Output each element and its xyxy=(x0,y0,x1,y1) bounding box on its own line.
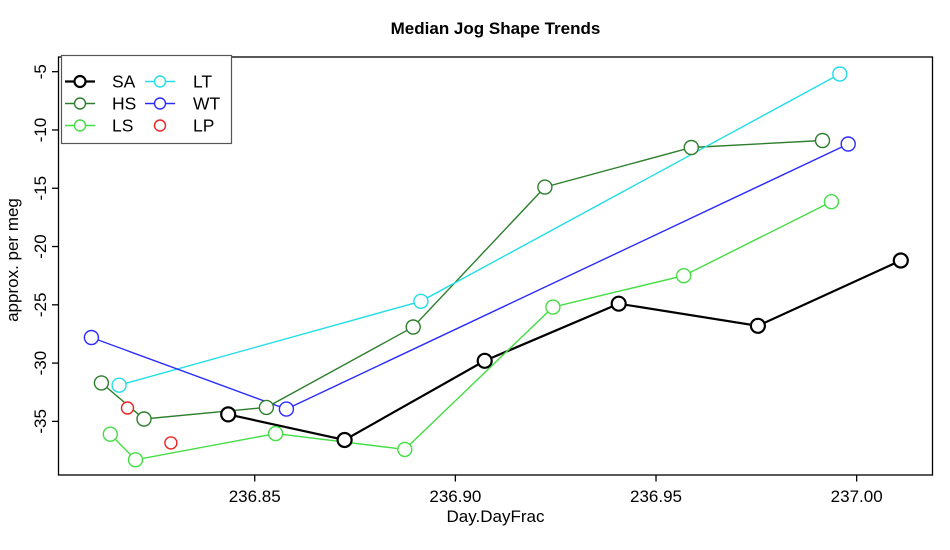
series-SA-marker xyxy=(892,252,909,269)
legend-label-WT: WT xyxy=(193,94,221,114)
legend-marker-LT xyxy=(153,75,167,88)
legend-label-HS: HS xyxy=(112,94,136,114)
y-tick-label: -20 xyxy=(31,234,50,259)
y-tick-label: -30 xyxy=(31,351,50,376)
series-HS-marker xyxy=(258,399,275,416)
legend-marker-SA xyxy=(73,74,87,89)
series-HS-marker xyxy=(814,132,831,149)
series-LT-marker xyxy=(413,293,429,309)
series-SA-marker xyxy=(749,317,767,334)
series-LS-marker xyxy=(397,441,413,458)
legend-marker-LP xyxy=(153,119,167,132)
y-tick-label: -5 xyxy=(31,64,50,79)
series-HS-marker xyxy=(683,139,699,156)
series-LT-marker xyxy=(832,66,848,82)
x-tick-label: 236.85 xyxy=(229,487,281,506)
x-tick-label: 237.00 xyxy=(831,487,883,506)
series-LP-marker xyxy=(164,436,178,450)
series-WT-marker xyxy=(840,136,856,152)
series-SA-line xyxy=(227,259,902,442)
y-tick-label: -10 xyxy=(31,118,50,143)
series-SA-marker xyxy=(610,295,627,312)
series-LS-marker xyxy=(102,426,119,442)
y-tick-label: -25 xyxy=(31,293,50,318)
x-tick-label: 236.90 xyxy=(429,487,481,506)
series-LS-marker xyxy=(267,425,284,442)
series-HS-marker xyxy=(93,375,110,391)
legend-marker-LS xyxy=(73,119,87,132)
series-HS-marker xyxy=(405,319,421,335)
legend-label-SA: SA xyxy=(112,72,136,92)
legend-marker-HS xyxy=(73,97,87,110)
x-tick-label: 236.95 xyxy=(630,487,682,506)
series-LT-marker xyxy=(111,377,127,393)
series-LS-marker xyxy=(823,193,840,210)
chart-title: Median Jog Shape Trends xyxy=(390,19,601,38)
series-SA-marker xyxy=(336,431,353,449)
series-WT-marker xyxy=(278,401,295,417)
series-SA-marker xyxy=(220,406,237,423)
series-LP-marker xyxy=(120,401,135,415)
series-HS-marker xyxy=(136,411,152,427)
legend-box xyxy=(60,54,233,145)
legend-marker-WT xyxy=(153,97,167,110)
y-axis-label: approx. per meg xyxy=(3,198,22,322)
legend-label-LS: LS xyxy=(112,116,133,136)
plot-border xyxy=(57,56,934,476)
series-WT-marker xyxy=(83,329,100,346)
series-LS-marker xyxy=(676,268,692,284)
legend-label-LT: LT xyxy=(193,72,212,92)
y-tick-label: -15 xyxy=(31,176,50,201)
series-LS-marker xyxy=(127,452,144,468)
x-axis-label: Day.DayFrac xyxy=(446,507,545,526)
series-LS-marker xyxy=(545,299,561,315)
y-tick-label: -35 xyxy=(31,409,50,434)
series-LS-line xyxy=(109,201,832,461)
series-HS-marker xyxy=(537,179,553,195)
legend-label-LP: LP xyxy=(193,116,214,136)
series-SA-marker xyxy=(476,352,493,369)
